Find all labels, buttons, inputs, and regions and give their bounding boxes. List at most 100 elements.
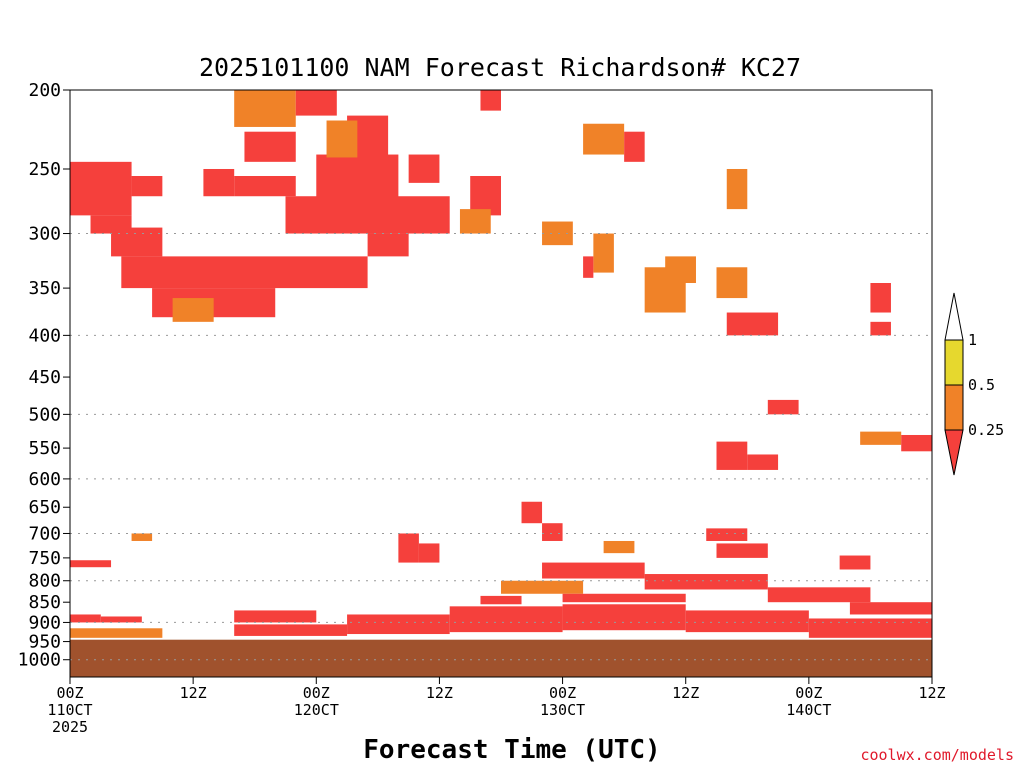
x-axis-title: Forecast Time (UTC): [363, 735, 660, 765]
data-cells: [70, 90, 932, 638]
legend-swatch: [944, 384, 964, 431]
ri-cell-mid: [583, 123, 625, 155]
y-tick-label: 750: [28, 548, 61, 569]
ri-cell-low: [521, 501, 543, 524]
ri-cell-low: [347, 614, 450, 635]
y-tick-label: 550: [28, 438, 61, 459]
y-tick-label: 300: [28, 224, 61, 245]
ri-cell-mid: [726, 168, 748, 210]
ri-cell-low: [449, 606, 563, 633]
y-tick-label: 400: [28, 325, 61, 346]
x-tick-label: 00Z: [549, 684, 576, 702]
ri-cell-low: [562, 593, 686, 603]
ri-cell-mid: [665, 256, 696, 284]
y-tick-label: 950: [28, 632, 61, 653]
ri-cell-mid: [603, 540, 635, 554]
ri-cell-low: [70, 614, 101, 623]
ri-cell-low: [542, 523, 563, 541]
x-tick-label: 12Z: [180, 684, 207, 702]
legend-swatch: [944, 339, 964, 386]
ri-cell-mid: [716, 267, 748, 299]
x-tick-label: 00Z: [303, 684, 330, 702]
x-tick-label: 2025: [52, 718, 88, 736]
ri-cell-mid: [542, 221, 573, 246]
legend-arrow-bottom: [944, 429, 964, 476]
ri-cell-low: [234, 624, 348, 636]
ri-cell-low: [870, 321, 891, 336]
y-tick-label: 600: [28, 469, 61, 490]
ri-cell-low: [408, 154, 440, 183]
y-tick-label: 650: [28, 497, 61, 518]
ground-area: [70, 639, 932, 677]
ri-cell-mid: [501, 580, 584, 594]
colorbar-legend: 1 0.5 0.25: [944, 292, 1004, 476]
ri-cell-low: [849, 602, 932, 615]
ri-cell-low: [418, 543, 440, 563]
x-tick-label: 120CT: [294, 701, 339, 719]
ri-cell-mid: [234, 90, 296, 127]
plot-frame: [69, 89, 933, 678]
ri-cell-low: [644, 574, 768, 590]
ri-cell-low: [624, 131, 645, 162]
y-tick-label: 900: [28, 612, 61, 633]
y-tick-label: 800: [28, 571, 61, 592]
legend-label: 1: [968, 331, 977, 349]
x-tick-label: 00Z: [56, 684, 83, 702]
ri-cell-low: [562, 604, 686, 631]
ri-cell-low: [480, 595, 522, 605]
ri-cell-low: [808, 618, 932, 638]
ri-cell-low: [70, 560, 112, 568]
ri-cell-low: [747, 454, 779, 470]
ri-cell-low: [398, 533, 419, 563]
x-tick-label: 12Z: [918, 684, 945, 702]
ri-cell-low: [716, 441, 748, 470]
y-tick-label: 500: [28, 404, 61, 425]
chart-title: 2025101100 NAM Forecast Richardson# KC27: [199, 53, 801, 82]
ri-cell-low: [542, 562, 645, 579]
ri-cell-low: [767, 587, 871, 603]
y-tick-label: 850: [28, 592, 61, 613]
ri-cell-mid: [593, 233, 614, 273]
y-tick-label: 450: [28, 367, 61, 388]
ri-cell-low: [70, 161, 132, 216]
x-tick-label: 12Z: [426, 684, 453, 702]
y-tick-label: 350: [28, 278, 61, 299]
x-tick-label: 140CT: [786, 701, 831, 719]
ri-cell-low: [131, 176, 163, 197]
ri-cell-mid: [70, 628, 163, 638]
ri-cell-low: [685, 610, 809, 633]
ri-cell-low: [203, 168, 235, 197]
ri-cell-low: [706, 528, 748, 541]
legend-label: 0.5: [968, 376, 995, 394]
x-tick-label: 110CT: [47, 701, 92, 719]
ri-cell-low: [583, 256, 594, 278]
ri-cell-low: [870, 283, 891, 313]
ri-cell-low: [316, 154, 399, 199]
ground-fill: [70, 639, 932, 677]
ri-cell-low: [100, 616, 142, 623]
credit-text: coolwx.com/models: [860, 746, 1014, 764]
legend-label: 0.25: [968, 421, 1004, 439]
ri-cell-low: [470, 176, 501, 216]
ri-cell-low: [480, 90, 501, 111]
y-tick-label: 1000: [18, 650, 61, 671]
ri-cell-mid: [131, 533, 153, 541]
ri-cell-low: [234, 610, 317, 623]
y-tick-label: 250: [28, 159, 61, 180]
ri-cell-low: [121, 256, 368, 289]
ri-cell-low: [716, 543, 768, 558]
ri-cell-low: [367, 233, 409, 257]
legend-arrow-top: [944, 292, 964, 341]
y-tick-label: 700: [28, 523, 61, 544]
ri-cell-mid: [326, 120, 358, 158]
ri-cell-low: [901, 434, 932, 452]
ri-cell-mid: [860, 431, 902, 445]
ri-cell-low: [234, 176, 296, 197]
ri-cell-low: [839, 555, 871, 570]
ri-cell-low: [767, 399, 799, 415]
x-tick-label: 130CT: [540, 701, 585, 719]
ri-cell-low: [111, 227, 163, 257]
ri-cell-low: [295, 90, 337, 116]
